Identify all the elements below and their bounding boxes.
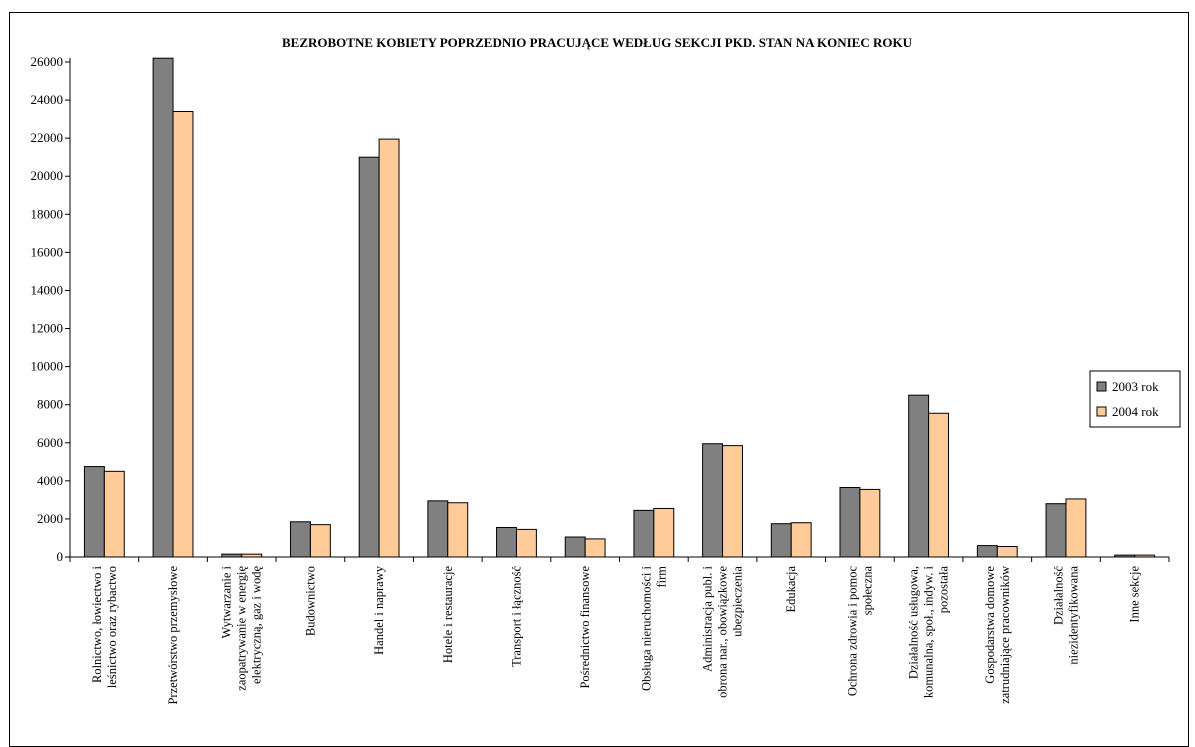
x-tick-label-line: zaopatrywanie w energię <box>235 566 249 691</box>
x-tick-label: Budownictwo <box>303 566 317 636</box>
x-tick-label-line: obrona nar., obowiązkowe <box>716 566 730 698</box>
x-tick-label-line: pozostała <box>937 566 951 614</box>
bar-2003-rok-15 <box>1045 503 1067 558</box>
bar-2003-rok-13 <box>908 394 930 558</box>
chart-frame <box>9 12 1189 747</box>
y-tick-label: 16000 <box>31 244 64 259</box>
x-tick-label: Wytwarzanie izaopatrywanie w energięelek… <box>220 565 264 690</box>
x-tick-label-line: Budownictwo <box>303 566 317 636</box>
legend-label-2: 2004 rok <box>1112 404 1159 419</box>
bar-2003-rok-8 <box>564 536 586 558</box>
x-tick-label-line: zatrudniające pracowników <box>998 566 1012 704</box>
x-tick-label-line: Wytwarzanie i <box>220 565 234 638</box>
x-tick-label-line: Edukacja <box>784 566 798 613</box>
bar-2004-rok-12 <box>859 488 881 558</box>
x-tick-label: Transport i łączność <box>509 566 523 667</box>
x-tick-label: Przetwórstwo przemysłowe <box>166 566 180 705</box>
bar-2004-rok-16 <box>1134 554 1156 558</box>
y-tick-label: 14000 <box>31 282 64 297</box>
x-tick-label-line: Hotele i restauracje <box>441 566 455 664</box>
legend: 2003 rok 2004 rok <box>1089 370 1181 428</box>
y-tick-label: 26000 <box>31 54 64 69</box>
legend-swatch-2 <box>1096 406 1107 417</box>
y-tick-label: 22000 <box>31 130 64 145</box>
x-tick-label: Handel i naprawy <box>372 565 386 655</box>
y-tick-label: 4000 <box>37 473 63 488</box>
x-tick-label-line: firm <box>654 566 668 588</box>
x-tick-label-line: Przetwórstwo przemysłowe <box>166 566 180 705</box>
legend-box <box>1089 370 1181 428</box>
x-tick-label-line: Gospodarstwa domowe <box>983 566 997 684</box>
legend-label-1: 2003 rok <box>1112 379 1159 394</box>
y-tick-label: 8000 <box>37 397 63 412</box>
x-tick-label: Hotele i restauracje <box>441 566 455 664</box>
x-tick-label: Działalnośćniezidentyfikowana <box>1051 566 1080 665</box>
x-tick-label-line: Administracja publ. i <box>701 565 715 671</box>
bar-2004-rok-9 <box>653 507 675 558</box>
bar-2003-rok-5 <box>358 156 380 558</box>
bar-2003-rok-1 <box>83 466 105 558</box>
x-tick-label-line: Obsługa nieruchomości i <box>639 565 653 691</box>
bar-2004-rok-14 <box>996 546 1018 558</box>
bar-2004-rok-5 <box>378 138 400 558</box>
bar-2003-rok-14 <box>976 545 998 558</box>
x-tick-label: Obsługa nieruchomości ifirm <box>639 565 668 691</box>
x-tick-label: Edukacja <box>784 566 798 613</box>
bar-2004-rok-4 <box>309 524 331 558</box>
x-tick-label-line: Pośrednictwo finansowe <box>578 566 592 689</box>
x-tick-label: Pośrednictwo finansowe <box>578 566 592 689</box>
y-tick-label: 10000 <box>31 359 64 374</box>
bar-2004-rok-10 <box>722 445 743 558</box>
x-tick-label: Ochrona zdrowia i pomocspołeczna <box>845 566 874 697</box>
x-tick-label: Gospodarstwa domowezatrudniające pracown… <box>983 566 1012 704</box>
x-tick-label-line: elektryczną, gaz i wodę <box>250 566 264 684</box>
x-tick-label-line: Ochrona zdrowia i pomoc <box>845 566 859 697</box>
x-tick-label: Rolnictwo, łowiectwo ileśnictwo oraz ryb… <box>90 565 119 688</box>
bar-2003-rok-7 <box>496 526 517 558</box>
bar-2004-rok-8 <box>584 538 606 558</box>
bar-2003-rok-9 <box>633 509 655 558</box>
x-tick-label: Inne sekcje <box>1128 566 1142 623</box>
x-tick-label-line: Rolnictwo, łowiectwo i <box>90 565 104 683</box>
plot-area: 0 2000 4000 6000 8000 10000 12000 14000 16000 180… <box>31 54 1170 705</box>
x-tick-label-line: leśnictwo oraz rybactwo <box>105 566 119 688</box>
y-tick-label: 12000 <box>31 321 64 336</box>
legend-swatch-1 <box>1096 381 1107 392</box>
x-tick-label-line: Inne sekcje <box>1128 566 1142 623</box>
y-tick-label: 6000 <box>37 435 63 450</box>
x-tick-label-line: komunalna, społ., indyw. i <box>922 565 936 698</box>
bar-2004-rok-13 <box>928 412 950 558</box>
bar-2004-rok-15 <box>1065 498 1087 558</box>
bar-2004-rok-6 <box>447 502 469 558</box>
chart-title: BEZROBOTNE KOBIETY POPRZEDNIO PRACUJĄCE … <box>282 35 913 50</box>
y-tick-label: 18000 <box>31 206 64 221</box>
x-tick-label: Działalność usługowa,komunalna, społ., i… <box>907 565 951 698</box>
x-tick-label-line: Działalność usługowa, <box>907 566 921 679</box>
x-tick-label-line: Transport i łączność <box>509 566 523 667</box>
bar-2003-rok-10 <box>702 443 724 558</box>
x-tick-label-line: Handel i naprawy <box>372 565 386 655</box>
bar-2004-rok-3 <box>241 553 263 558</box>
bar-2003-rok-11 <box>770 523 792 558</box>
y-tick-label: 0 <box>57 549 64 564</box>
bar-2004-rok-2 <box>172 111 194 558</box>
x-tick-label: Administracja publ. iobrona nar., obowią… <box>701 565 745 697</box>
y-tick-label: 24000 <box>31 92 64 107</box>
bar-2003-rok-12 <box>839 487 861 558</box>
bar-2004-rok-1 <box>103 470 125 558</box>
y-tick-label: 20000 <box>31 168 64 183</box>
x-tick-label-line: ubezpieczenia <box>731 566 745 637</box>
bar-2003-rok-3 <box>221 553 243 558</box>
x-tick-label-line: niezidentyfikowana <box>1066 566 1080 665</box>
bar-2004-rok-7 <box>515 528 537 558</box>
bar-2003-rok-16 <box>1114 554 1136 558</box>
bar-2003-rok-4 <box>289 521 311 558</box>
x-tick-label-line: społeczna <box>860 566 874 616</box>
y-tick-label: 2000 <box>37 511 63 526</box>
x-tick-label-line: Działalność <box>1051 566 1065 625</box>
bar-2003-rok-6 <box>427 500 449 558</box>
bar-2003-rok-2 <box>152 57 174 558</box>
bar-2004-rok-11 <box>790 522 812 558</box>
